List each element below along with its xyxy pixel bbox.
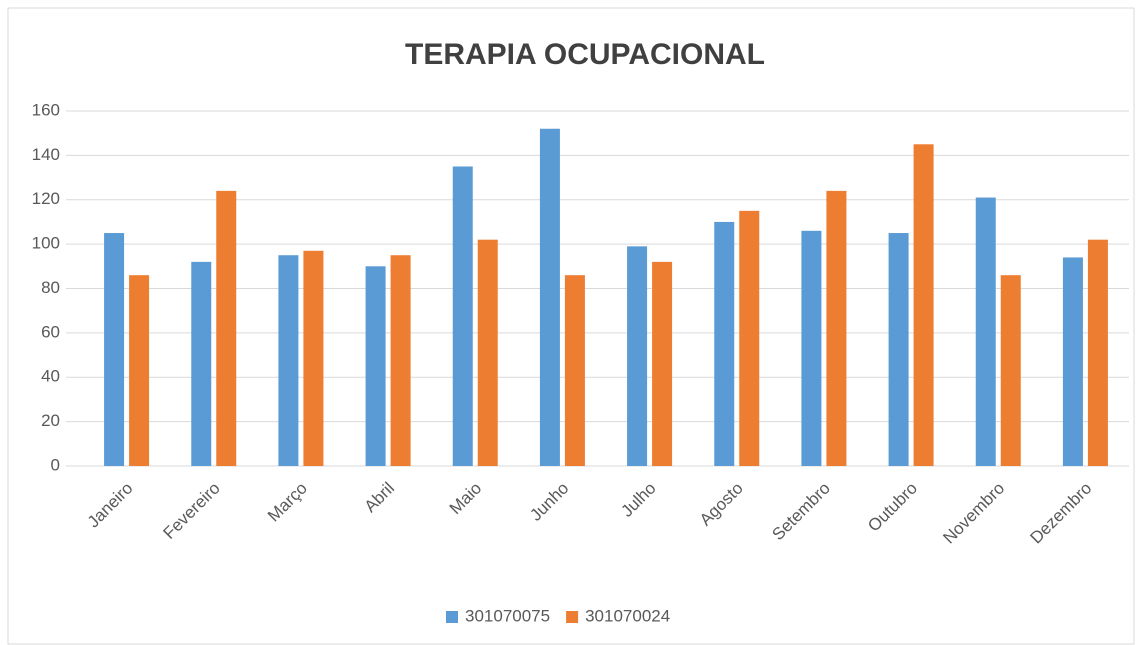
bar bbox=[714, 221, 735, 466]
y-tick-label: 80 bbox=[41, 278, 60, 297]
y-tick-label: 20 bbox=[41, 411, 60, 430]
chart-title: TERAPIA OCUPACIONAL bbox=[405, 38, 765, 71]
bar bbox=[975, 197, 996, 466]
bar bbox=[627, 246, 648, 466]
bar bbox=[888, 233, 909, 466]
bar bbox=[1000, 275, 1021, 466]
y-tick-label: 0 bbox=[51, 455, 60, 474]
bar bbox=[104, 233, 125, 466]
bar bbox=[390, 255, 411, 466]
y-tick-label: 100 bbox=[32, 234, 60, 253]
y-tick-label: 120 bbox=[32, 189, 60, 208]
bar bbox=[365, 266, 386, 466]
bar bbox=[539, 128, 560, 466]
bar bbox=[191, 261, 212, 466]
legend-label: 301070024 bbox=[585, 606, 670, 625]
bar bbox=[303, 250, 324, 466]
bar bbox=[452, 166, 473, 466]
bar bbox=[129, 275, 150, 466]
bar bbox=[913, 144, 934, 466]
y-tick-label: 40 bbox=[41, 367, 60, 386]
bar bbox=[826, 190, 847, 466]
bar bbox=[1087, 239, 1108, 466]
y-tick-label: 140 bbox=[32, 145, 60, 164]
y-tick-label: 160 bbox=[32, 100, 60, 119]
bar bbox=[477, 239, 498, 466]
bar bbox=[801, 230, 822, 466]
bar bbox=[564, 275, 585, 466]
bar bbox=[739, 210, 760, 466]
bar bbox=[278, 255, 299, 466]
bar bbox=[652, 261, 673, 466]
legend-swatch bbox=[446, 611, 458, 623]
bar bbox=[1062, 257, 1083, 466]
legend-label: 301070075 bbox=[465, 606, 550, 625]
y-tick-label: 60 bbox=[41, 322, 60, 341]
bar bbox=[216, 190, 237, 466]
legend-swatch bbox=[566, 611, 579, 623]
